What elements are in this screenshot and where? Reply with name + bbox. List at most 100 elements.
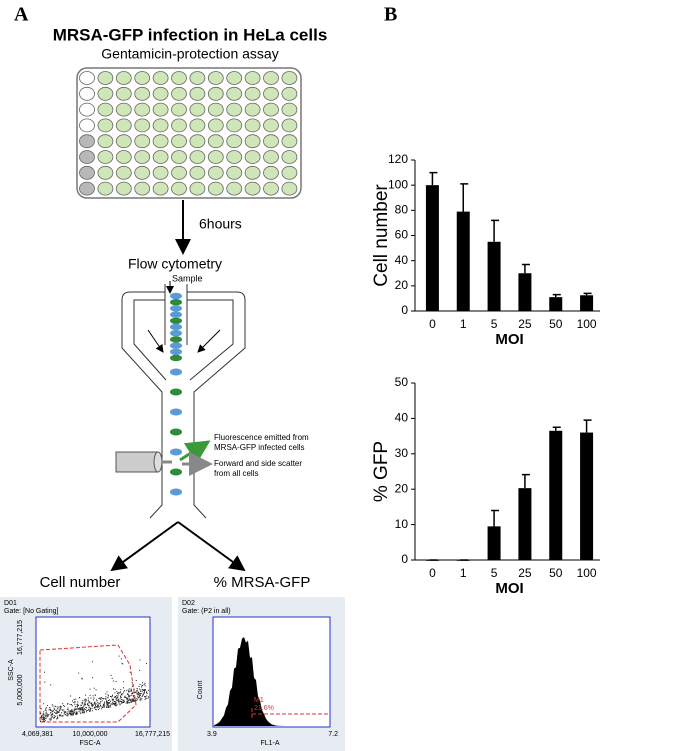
diagram-subtitle: Gentamicin-protection assay — [101, 46, 278, 62]
y-tick-label: 80 — [395, 203, 409, 217]
diagram-title: MRSA-GFP infection in HeLa cells — [53, 25, 328, 44]
dot — [83, 708, 85, 710]
dot — [146, 692, 148, 694]
well — [134, 134, 151, 149]
dot — [128, 688, 130, 690]
x-axis-label: FL1-A — [260, 740, 279, 747]
dot — [100, 699, 102, 700]
dot — [66, 709, 68, 710]
bar — [549, 297, 563, 311]
dot — [56, 718, 58, 720]
dot — [130, 702, 132, 703]
laser-end — [153, 451, 163, 473]
dot — [142, 682, 143, 684]
dot — [76, 704, 78, 706]
dot — [83, 703, 85, 705]
dot — [120, 691, 121, 693]
dot — [141, 686, 143, 688]
well — [244, 118, 261, 133]
dot — [97, 702, 99, 704]
dot — [85, 694, 87, 696]
wells — [79, 71, 298, 196]
dot — [121, 701, 123, 703]
bar — [518, 273, 532, 311]
x-tick-label: 4,069,381 — [22, 731, 53, 738]
dot — [130, 688, 132, 690]
dot — [44, 714, 46, 716]
dot — [128, 699, 130, 701]
dot — [80, 708, 82, 710]
dot — [71, 714, 72, 716]
dot — [67, 703, 69, 704]
dot — [135, 699, 137, 701]
dot — [57, 712, 58, 714]
dot — [133, 695, 135, 697]
dot — [89, 710, 91, 712]
well — [207, 118, 224, 133]
dot — [89, 688, 91, 690]
dot — [82, 710, 84, 712]
dot — [90, 703, 92, 705]
panel-label: B — [384, 4, 397, 26]
error-bar — [583, 292, 592, 296]
well — [115, 102, 132, 117]
dot — [107, 702, 108, 703]
dot — [61, 715, 63, 717]
dot — [143, 689, 145, 690]
dot — [124, 695, 126, 697]
dot — [119, 698, 121, 700]
dot — [93, 687, 95, 689]
dot — [74, 707, 76, 709]
well — [171, 102, 187, 117]
dot — [127, 701, 128, 703]
dot — [101, 700, 103, 702]
well — [226, 86, 243, 101]
dot — [142, 689, 144, 691]
well — [281, 150, 298, 164]
dot — [139, 692, 141, 694]
dot — [55, 712, 56, 714]
x-axis-label: MOI — [495, 580, 523, 597]
dot — [131, 699, 133, 701]
dot — [59, 710, 61, 712]
dot — [117, 696, 119, 698]
well — [244, 71, 261, 85]
x-axis-label: MOI — [495, 331, 523, 348]
dot — [105, 696, 107, 698]
dot — [78, 710, 80, 712]
dot — [91, 702, 93, 704]
dot — [131, 698, 133, 700]
dot — [50, 718, 52, 720]
x-tick-label: 10,000,000 — [72, 731, 107, 738]
dot — [141, 696, 143, 697]
dot — [48, 709, 50, 711]
dot — [140, 697, 142, 699]
plot-id: D02 — [182, 600, 195, 607]
well — [207, 71, 224, 85]
dot — [52, 710, 54, 712]
dot — [143, 690, 145, 692]
dot — [142, 694, 144, 695]
cell — [170, 348, 182, 355]
dot — [81, 708, 83, 710]
y-tick-label: 120 — [388, 152, 408, 166]
well — [97, 102, 114, 117]
dot — [105, 698, 107, 699]
well — [207, 102, 224, 117]
dot — [142, 684, 144, 686]
y-tick-label: 0 — [401, 303, 408, 317]
dot — [50, 717, 52, 719]
dot — [137, 696, 139, 698]
dot — [62, 715, 64, 717]
dot — [130, 700, 132, 702]
dot — [46, 714, 48, 716]
well — [189, 165, 206, 180]
x-axis-label: FSC-A — [80, 740, 101, 747]
gate — [39, 644, 137, 723]
well — [189, 150, 206, 164]
dot — [98, 703, 100, 705]
dot — [115, 702, 117, 704]
well — [226, 71, 243, 85]
dot — [138, 686, 140, 687]
